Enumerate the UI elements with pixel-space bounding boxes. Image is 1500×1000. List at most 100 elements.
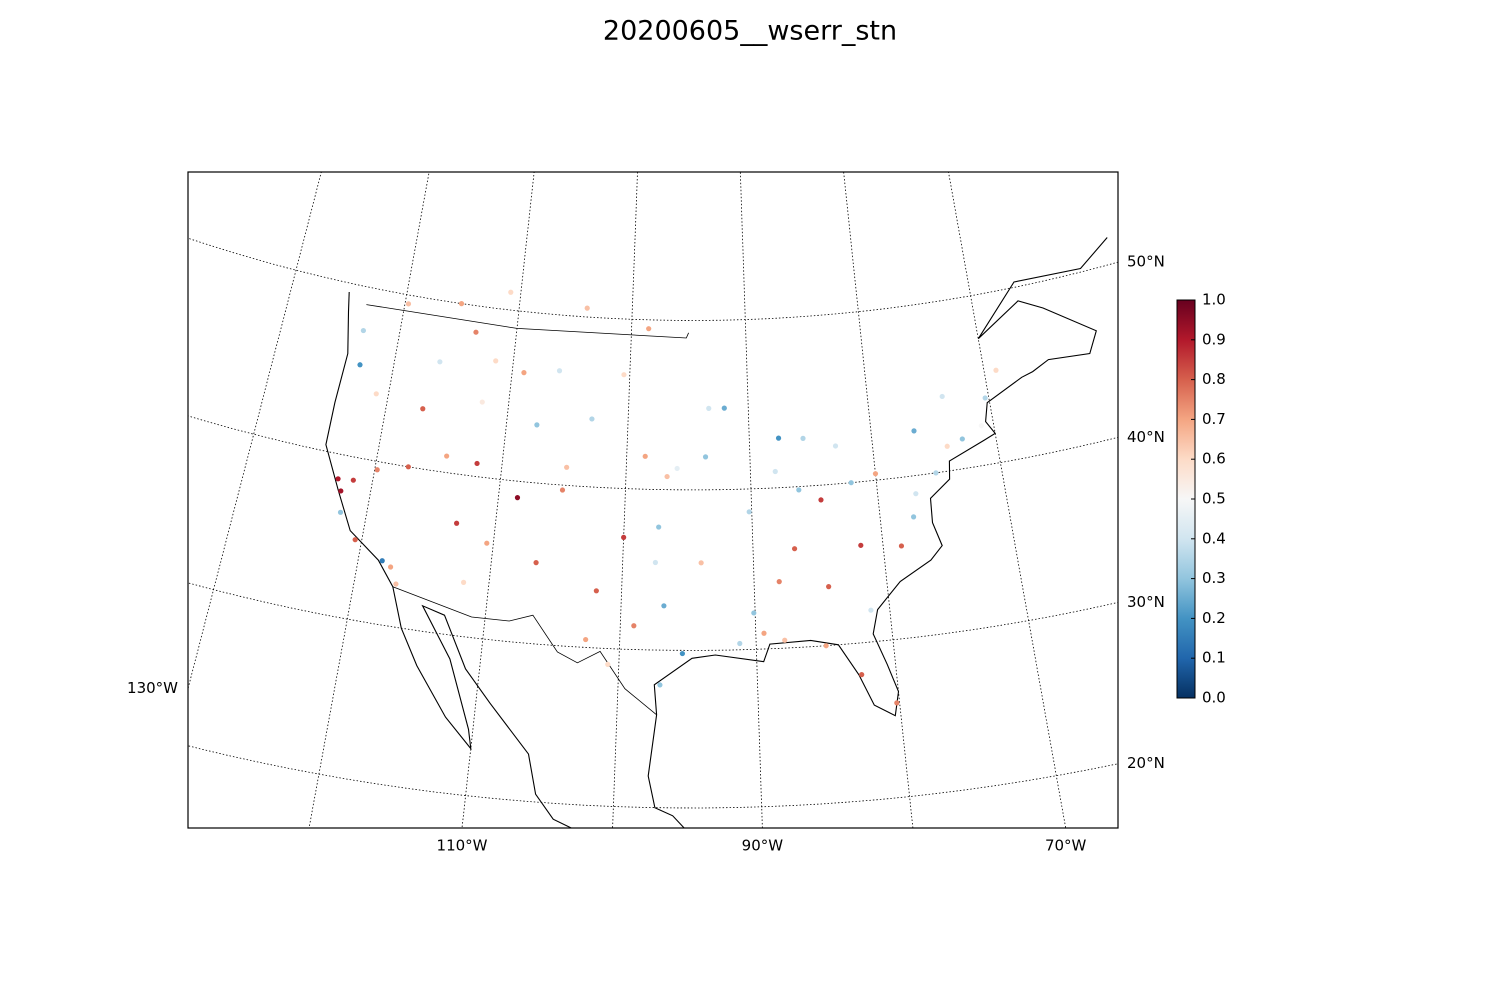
station <box>737 640 743 647</box>
station <box>534 422 540 428</box>
station <box>944 443 950 449</box>
station <box>559 487 566 493</box>
station <box>818 497 824 503</box>
station <box>698 560 704 566</box>
station <box>521 370 527 376</box>
station <box>514 495 521 501</box>
station <box>589 416 595 422</box>
station <box>911 428 917 434</box>
parallel <box>188 237 1118 321</box>
station <box>706 405 712 411</box>
parallel <box>188 745 1118 809</box>
parallel <box>188 415 1118 491</box>
station <box>350 477 356 483</box>
station <box>479 399 485 405</box>
station <box>664 473 670 480</box>
station <box>796 487 802 493</box>
station <box>910 514 917 520</box>
parallel-label: 50°N <box>1127 253 1165 271</box>
station <box>646 326 652 332</box>
meridian-label: 70°W <box>1045 837 1087 855</box>
colorbar-tick-label: 0.5 <box>1202 490 1226 508</box>
station <box>352 537 358 543</box>
station <box>473 329 479 335</box>
station <box>761 630 767 636</box>
station <box>493 358 499 364</box>
station <box>337 509 344 515</box>
colorbar-tick-label: 0.9 <box>1202 330 1226 348</box>
station <box>746 509 752 515</box>
station <box>721 405 727 411</box>
station <box>484 540 490 546</box>
station <box>374 467 380 473</box>
colorbar-tick-label: 0.4 <box>1202 529 1226 547</box>
station <box>858 542 864 548</box>
station <box>800 435 806 441</box>
station <box>993 367 999 373</box>
station <box>458 301 465 307</box>
station <box>642 453 648 459</box>
station <box>338 488 344 494</box>
station <box>621 372 627 378</box>
station <box>593 588 599 594</box>
station <box>335 476 341 482</box>
station <box>405 301 412 307</box>
station <box>939 393 945 400</box>
station <box>674 465 680 472</box>
station <box>387 564 394 570</box>
colorbar-tick-label: 0.8 <box>1202 370 1226 388</box>
title: 20200605__wserr_stn <box>603 16 897 47</box>
station <box>823 643 829 649</box>
station <box>982 395 988 401</box>
coastline <box>325 237 1108 828</box>
station <box>420 406 426 412</box>
station <box>621 534 627 540</box>
station <box>913 491 919 497</box>
station <box>872 471 879 477</box>
station <box>533 560 539 566</box>
station <box>751 610 757 616</box>
station <box>357 362 363 368</box>
meridian <box>843 172 914 828</box>
colorbar-tick-label: 0.0 <box>1202 689 1226 707</box>
station <box>405 464 411 470</box>
station <box>933 470 939 476</box>
station <box>379 558 385 564</box>
station <box>832 443 839 449</box>
station <box>454 520 460 526</box>
map-frame <box>187 171 1119 829</box>
station <box>393 581 399 587</box>
colorbar-tick-label: 0.3 <box>1202 569 1226 587</box>
colorbar-tick-label: 0.6 <box>1202 450 1226 468</box>
station <box>360 327 367 334</box>
station <box>583 636 589 643</box>
station <box>656 524 662 530</box>
parallel <box>188 582 1118 651</box>
station <box>474 460 480 467</box>
station <box>978 423 984 429</box>
station <box>791 546 798 552</box>
parallel-label: 30°N <box>1127 593 1165 611</box>
station <box>373 391 379 397</box>
station <box>859 672 865 678</box>
meridian <box>188 172 322 691</box>
station <box>657 682 663 688</box>
station <box>898 543 905 549</box>
station <box>848 480 854 486</box>
station <box>702 454 709 460</box>
colorbar-tick-label: 0.7 <box>1202 410 1226 428</box>
meridian-label: 110°W <box>437 837 488 855</box>
station <box>437 359 443 365</box>
station <box>564 464 570 470</box>
parallel-label: 40°N <box>1127 428 1165 446</box>
colorbar-tick-label: 1.0 <box>1202 291 1226 309</box>
station <box>584 305 590 311</box>
station <box>460 579 467 585</box>
meridian-label: 90°W <box>742 837 784 855</box>
colorbar-tick-label: 0.2 <box>1202 609 1226 627</box>
meridian <box>308 172 430 828</box>
parallel-label: 20°N <box>1127 754 1165 772</box>
station <box>444 453 450 459</box>
